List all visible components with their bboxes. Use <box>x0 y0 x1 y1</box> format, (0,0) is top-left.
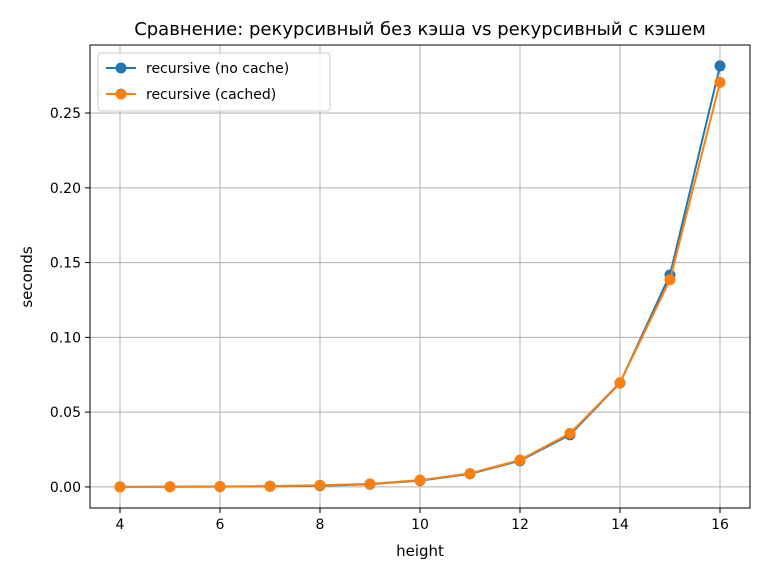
data-point <box>264 480 276 492</box>
y-tick-label: 0.05 <box>50 405 81 421</box>
data-point <box>564 427 576 439</box>
data-point <box>614 377 626 389</box>
legend: recursive (no cache) recursive (cached) <box>97 52 331 112</box>
x-tick-label: 16 <box>711 517 729 533</box>
x-tick-label: 4 <box>116 517 125 533</box>
x-tick-label: 12 <box>511 517 529 533</box>
data-point <box>464 467 476 479</box>
data-point <box>114 481 126 493</box>
data-point <box>314 479 326 491</box>
y-tick-label: 0.20 <box>50 181 81 197</box>
x-tick-label: 6 <box>216 517 225 533</box>
chart-title: Сравнение: рекурсивный без кэша vs рекур… <box>134 19 706 40</box>
y-tick-label: 0.10 <box>50 330 81 346</box>
legend-label-1: recursive (cached) <box>146 87 276 103</box>
data-point <box>414 474 426 486</box>
y-axis-label: seconds <box>18 246 36 307</box>
x-tick-label: 8 <box>316 517 325 533</box>
legend-marker-1 <box>115 88 127 100</box>
x-axis-label: height <box>396 542 444 560</box>
data-point <box>664 274 676 286</box>
data-point <box>364 478 376 490</box>
data-point <box>214 480 226 492</box>
data-point <box>514 454 526 466</box>
x-tick-label: 14 <box>611 517 629 533</box>
axes: 4 6 8 10 12 14 16 0.00 0.05 0.10 0.15 0.20 0.25 <box>50 44 751 533</box>
x-tick-label: 10 <box>411 517 429 533</box>
y-tick-label: 0.25 <box>50 106 81 122</box>
legend-marker-0 <box>115 62 127 74</box>
y-tick-label: 0.00 <box>50 480 81 496</box>
legend-box <box>97 52 331 112</box>
plot-area <box>114 60 726 493</box>
data-point <box>714 76 726 88</box>
data-point <box>714 60 726 72</box>
data-point <box>164 481 176 493</box>
legend-label-0: recursive (no cache) <box>146 61 289 77</box>
y-tick-label: 0.15 <box>50 256 81 272</box>
